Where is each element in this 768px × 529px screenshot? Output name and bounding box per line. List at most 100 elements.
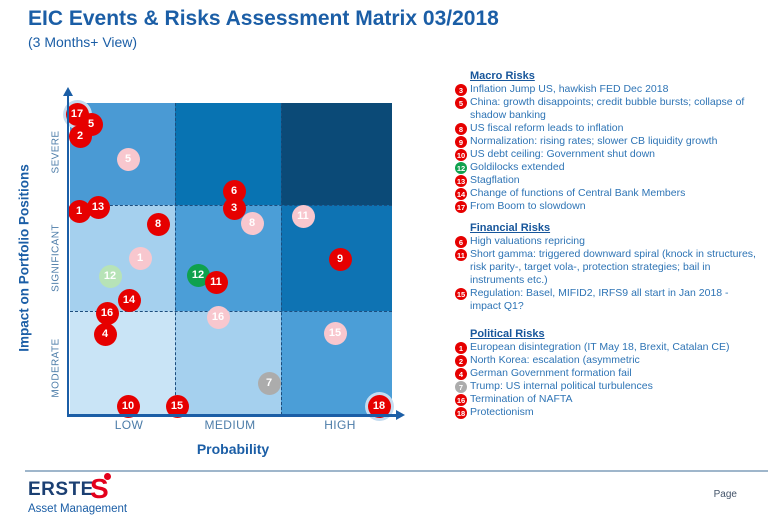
risk-bubble-16: 16 bbox=[206, 305, 230, 329]
legend-badge: 4 bbox=[455, 368, 467, 380]
matrix-cell-r1c3 bbox=[281, 103, 392, 205]
risk-bubble-14: 14 bbox=[117, 288, 141, 312]
legend-badge: 13 bbox=[455, 175, 467, 187]
risk-bubble-1: 1 bbox=[128, 246, 152, 270]
legend-item: 9 Normalization: rising rates; slower CB … bbox=[455, 135, 761, 148]
legend-item-text: China: growth disappoints; credit bubble… bbox=[470, 96, 745, 121]
brand-logo-subtext: Asset Management bbox=[28, 503, 128, 515]
page-subtitle: (3 Months+ View) bbox=[28, 34, 138, 50]
risk-bubble-4: 4 bbox=[93, 322, 117, 346]
legend-item-text: US fiscal reform leads to inflation bbox=[470, 122, 624, 134]
legend-item-text: US debt ceiling: Government shut down bbox=[470, 148, 656, 160]
x-axis-title: Probability bbox=[196, 441, 270, 457]
y-tick-severe: SEVERE bbox=[50, 130, 62, 174]
legend-item-text: Trump: US internal political turbulences bbox=[470, 380, 653, 392]
legend-badge: 17 bbox=[455, 201, 467, 213]
risk-bubble-1: 1 bbox=[67, 199, 91, 223]
page-title: EIC Events & Risks Assessment Matrix 03/… bbox=[28, 7, 499, 30]
brand-logo-text: ERSTE bbox=[28, 479, 94, 500]
legend-item-text: Goldilocks extended bbox=[470, 161, 565, 173]
legend-badge: 14 bbox=[455, 188, 467, 200]
legend-item: 1 European disintegration (IT May 18, Bre… bbox=[455, 341, 761, 354]
legend-section: Political Risks 1 European disintegration … bbox=[455, 328, 761, 419]
legend-badge: 5 bbox=[455, 97, 467, 109]
legend-item-text: European disintegration (IT May 18, Brex… bbox=[470, 341, 730, 353]
bubble-layer: 17 5 2 5 13 1 8 6 8 3 11 1 12 12 11 9 14 16 16 4 15 7 10 15 18 bbox=[65, 102, 392, 418]
y-tick-moderate: MODERATE bbox=[50, 338, 62, 398]
y-axis-line bbox=[67, 95, 69, 416]
legend-item-text: North Korea: escalation (asymmetric bbox=[470, 354, 640, 366]
legend-badge: 18 bbox=[455, 407, 467, 419]
legend-item: 8 US fiscal reform leads to inflation bbox=[455, 122, 761, 135]
legend-item-text: Stagflation bbox=[470, 174, 520, 186]
risk-bubble-5: 5 bbox=[116, 147, 140, 171]
risk-matrix-plot: 17 5 2 5 13 1 8 6 8 3 11 1 12 12 11 9 14 16 16 4 15 7 10 15 18 bbox=[65, 102, 392, 418]
x-tick-high: HIGH bbox=[324, 418, 356, 432]
legend-badge: 12 bbox=[455, 162, 467, 174]
page-number-label: Page bbox=[713, 489, 737, 500]
legend-item-text: German Government formation fail bbox=[470, 367, 632, 379]
legend-badge: 3 bbox=[455, 84, 467, 96]
risk-bubble-16: 16 bbox=[95, 301, 119, 325]
legend-item: 17 From Boom to slowdown bbox=[455, 200, 761, 213]
x-axis-arrow-icon bbox=[396, 410, 405, 420]
legend-badge: 1 bbox=[455, 342, 467, 354]
legend-item: 16 Termination of NAFTA bbox=[455, 393, 761, 406]
legend-item-text: Normalization: rising rates; slower CB l… bbox=[470, 135, 718, 147]
y-axis-title: Impact on Portfolio Positions bbox=[16, 164, 32, 352]
risk-bubble-15: 15 bbox=[165, 394, 189, 418]
legend-section-heading: Financial Risks bbox=[470, 222, 551, 234]
x-axis-line bbox=[67, 414, 397, 417]
risk-bubble-13: 13 bbox=[86, 195, 110, 219]
risk-bubble-18: 18 bbox=[367, 394, 391, 418]
risk-bubble-11: 11 bbox=[204, 270, 228, 294]
legend-item: 10 US debt ceiling: Government shut down bbox=[455, 148, 761, 161]
legend-badge: 6 bbox=[455, 236, 467, 248]
risk-bubble-6: 6 bbox=[222, 179, 246, 203]
legend-badge: 9 bbox=[455, 136, 467, 148]
risk-bubble-12: 12 bbox=[186, 263, 210, 287]
legend-item: 15 Regulation: Basel, MIFID2, IRFS9 all s… bbox=[455, 287, 761, 313]
legend-badge: 11 bbox=[455, 249, 467, 261]
matrix-cell-r3c2 bbox=[175, 311, 281, 415]
legend-section: Macro Risks 3 Inflation Jump US, hawkish F… bbox=[455, 70, 761, 213]
legend-badge: 15 bbox=[455, 288, 467, 300]
legend-section-heading: Macro Risks bbox=[470, 70, 535, 82]
legend-badge: 2 bbox=[455, 355, 467, 367]
legend-item: 18 Protectionism bbox=[455, 406, 761, 419]
legend-item: 5 China: growth disappoints; credit bubbl… bbox=[455, 96, 761, 122]
risk-bubble-12: 12 bbox=[98, 264, 122, 288]
legend-item-text: Regulation: Basel, MIFID2, IRFS9 all sta… bbox=[470, 287, 729, 312]
legend-item-text: Inflation Jump US, hawkish FED Dec 2018 bbox=[470, 83, 669, 95]
sparkasse-s-icon: S bbox=[90, 473, 120, 504]
legend-item: 11 Short gamma: triggered downward spiral… bbox=[455, 248, 761, 287]
legend-item: 2 North Korea: escalation (asymmetric bbox=[455, 354, 761, 367]
legend-item: 3 Inflation Jump US, hawkish FED Dec 2018 bbox=[455, 83, 761, 96]
legend-item: 14 Change of functions of Central Bank Me… bbox=[455, 187, 761, 200]
legend-badge: 16 bbox=[455, 394, 467, 406]
legend-item: 4 German Government formation fail bbox=[455, 367, 761, 380]
legend-badge: 7 bbox=[455, 381, 467, 393]
legend-item: 12 Goldilocks extended bbox=[455, 161, 761, 174]
legend-item-text: Termination of NAFTA bbox=[470, 393, 573, 405]
legend-section-heading: Political Risks bbox=[470, 328, 545, 340]
legend-section: Financial Risks 6 High valuations repricin… bbox=[455, 222, 761, 313]
y-axis-arrow-icon bbox=[63, 87, 73, 96]
legend-item: 7 Trump: US internal political turbulence… bbox=[455, 380, 761, 393]
risk-bubble-15: 15 bbox=[323, 321, 347, 345]
legend: Macro Risks 3 Inflation Jump US, hawkish F… bbox=[455, 70, 761, 419]
risk-bubble-9: 9 bbox=[328, 247, 352, 271]
risk-bubble-3: 3 bbox=[222, 196, 246, 220]
x-tick-low: LOW bbox=[114, 418, 144, 432]
risk-bubble-2: 2 bbox=[68, 124, 92, 148]
risk-bubble-7: 7 bbox=[257, 371, 281, 395]
legend-item-text: From Boom to slowdown bbox=[470, 200, 586, 212]
legend-item: 13 Stagflation bbox=[455, 174, 761, 187]
risk-bubble-10: 10 bbox=[116, 394, 140, 418]
risk-bubble-8: 8 bbox=[146, 212, 170, 236]
legend-item-text: Protectionism bbox=[470, 406, 534, 418]
legend-badge: 8 bbox=[455, 123, 467, 135]
legend-item-text: High valuations repricing bbox=[470, 235, 585, 247]
legend-badge: 10 bbox=[455, 149, 467, 161]
